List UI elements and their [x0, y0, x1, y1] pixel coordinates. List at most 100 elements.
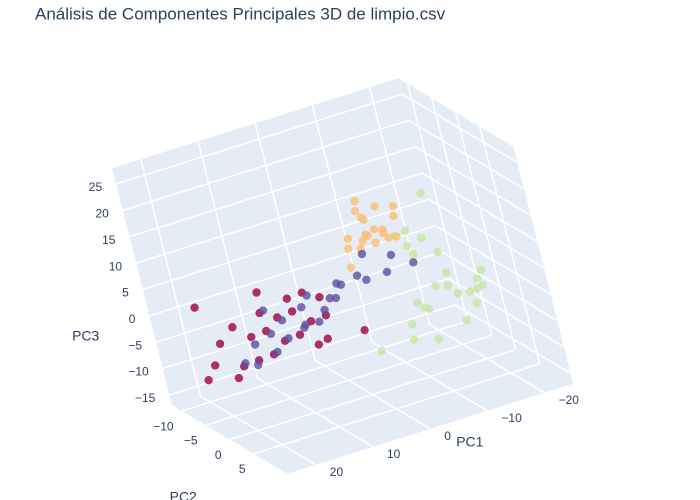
- y-tick-label: 0: [215, 448, 222, 462]
- point: [389, 211, 398, 221]
- point: [417, 233, 426, 243]
- point: [277, 316, 287, 325]
- point: [476, 265, 486, 275]
- z-tick-label: 15: [102, 233, 116, 247]
- point: [478, 280, 487, 290]
- point: [343, 244, 353, 253]
- x-tick-label: 0: [444, 429, 451, 443]
- point: [350, 196, 359, 206]
- point: [266, 329, 276, 339]
- grid-line: [129, 146, 416, 238]
- grid-line: [253, 363, 540, 455]
- point: [320, 305, 329, 315]
- point: [287, 307, 297, 316]
- grid-line: [479, 126, 541, 365]
- point: [402, 241, 412, 251]
- z-tick-label: 5: [122, 286, 129, 300]
- point: [258, 306, 268, 315]
- point: [401, 226, 410, 235]
- point: [358, 236, 367, 246]
- point: [253, 360, 263, 370]
- point: [325, 294, 335, 303]
- point: [443, 281, 453, 291]
- grid-line: [454, 304, 571, 374]
- point: [453, 289, 463, 298]
- grid-line: [435, 225, 551, 295]
- point: [323, 334, 332, 343]
- point: [215, 339, 225, 348]
- point: [369, 224, 379, 234]
- point: [301, 320, 310, 329]
- point: [409, 335, 419, 344]
- point: [252, 288, 261, 297]
- x-tick-label: 20: [330, 465, 344, 479]
- point: [386, 250, 396, 260]
- x-tick-label: −20: [559, 393, 580, 407]
- point: [362, 275, 371, 284]
- point: [234, 373, 244, 383]
- point: [190, 303, 199, 312]
- grid-line: [229, 348, 516, 441]
- point: [302, 291, 311, 300]
- grid-line: [169, 304, 456, 396]
- point: [357, 249, 367, 259]
- grid-line: [142, 198, 429, 291]
- grid-line: [205, 334, 492, 427]
- point: [331, 293, 341, 303]
- grid-line: [441, 251, 558, 322]
- grid-line: [135, 172, 423, 264]
- point: [472, 298, 481, 308]
- y-tick-label: 5: [239, 462, 246, 476]
- y-tick-label: −5: [184, 434, 198, 448]
- point: [434, 334, 443, 344]
- z-tick-label: 20: [95, 207, 109, 221]
- grid-line: [408, 119, 525, 190]
- point: [465, 287, 475, 296]
- point: [409, 249, 418, 259]
- grid-line: [421, 172, 538, 243]
- grid-line: [428, 198, 545, 269]
- point: [388, 201, 398, 211]
- grid-line: [415, 146, 532, 216]
- point: [382, 267, 392, 277]
- x-axis-title: PC1: [456, 433, 483, 449]
- point: [352, 271, 362, 280]
- z-tick-label: 25: [89, 180, 103, 194]
- point: [363, 231, 372, 240]
- point: [433, 247, 442, 257]
- grid-line: [181, 320, 468, 412]
- point: [228, 323, 237, 332]
- point: [378, 225, 387, 234]
- point: [350, 206, 360, 216]
- point: [472, 274, 482, 283]
- y-axis-title: PC2: [170, 488, 197, 500]
- y-tick-label: −10: [153, 419, 174, 433]
- point: [210, 361, 220, 370]
- point: [332, 279, 341, 288]
- point: [424, 304, 434, 314]
- z-tick-label: −5: [128, 338, 142, 352]
- point: [346, 263, 356, 272]
- point: [241, 359, 250, 368]
- point: [356, 213, 366, 222]
- point: [284, 334, 293, 343]
- point: [295, 330, 305, 339]
- point: [315, 317, 324, 326]
- point: [377, 346, 387, 356]
- point: [413, 298, 422, 307]
- grid-line: [140, 159, 202, 397]
- point: [408, 320, 417, 329]
- grid-line: [115, 93, 403, 185]
- point: [360, 325, 369, 335]
- grid-line: [368, 87, 431, 325]
- point: [273, 347, 282, 357]
- grid-line: [407, 83, 469, 322]
- point: [314, 340, 324, 349]
- point: [247, 332, 256, 342]
- x-tick-label: −10: [501, 411, 522, 425]
- point: [370, 202, 379, 211]
- chart-title: Análisis de Componentes Principales 3D d…: [35, 4, 446, 23]
- point: [282, 294, 292, 303]
- grid-line: [401, 93, 518, 164]
